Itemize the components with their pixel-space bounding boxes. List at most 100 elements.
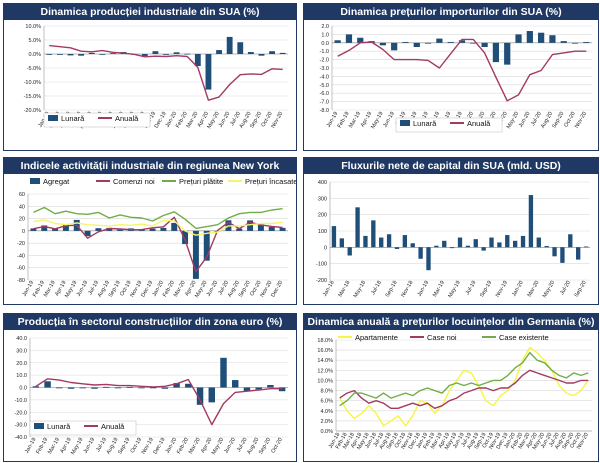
chart-title: Dinamica producției industriale din SUA … — [4, 4, 296, 20]
bar — [279, 52, 286, 54]
bar — [226, 36, 233, 54]
legend-label: Case existente — [499, 333, 549, 342]
y-tick-label: 200 — [318, 213, 327, 219]
bar — [549, 35, 556, 43]
bar — [41, 225, 48, 231]
bar — [52, 228, 59, 231]
chart-panel-us-import-prices: Dinamica prețurilor importurilor din SUA… — [303, 3, 599, 151]
bar — [30, 228, 37, 231]
bar — [526, 31, 533, 43]
bar — [149, 228, 156, 231]
bar — [583, 246, 589, 248]
y-tick-label: -5.0 — [320, 83, 329, 89]
series-line — [337, 38, 587, 102]
bar — [436, 38, 443, 43]
bar — [78, 54, 85, 56]
bar — [205, 54, 212, 90]
x-tick-label: Sep-18 — [385, 280, 399, 298]
y-tick-label: 0 — [22, 229, 25, 235]
chart-panel-ny-empire-state-index: Indicele activității industriale din reg… — [3, 157, 297, 305]
x-tick-label: Mar-19 — [432, 280, 446, 298]
x-tick-label: Jun-19 — [382, 111, 396, 129]
y-tick-label: 0.0 — [321, 41, 329, 47]
plot-area: 6040200-20-40-60-80Jan-19Feb-19Mar-19Apr… — [17, 177, 297, 299]
y-tick-label: 8.0% — [320, 389, 333, 395]
bar — [497, 242, 502, 248]
chart-title: Dinamica anuală a prețurilor locuințelor… — [304, 314, 598, 330]
series-line — [35, 378, 283, 426]
x-tick-label: Jan-20 — [511, 280, 525, 298]
y-tick-label: -40.0 — [14, 435, 27, 441]
bar — [32, 386, 40, 388]
bar — [56, 54, 63, 55]
y-tick-label: 12.0% — [317, 368, 333, 374]
legend-label: Anuală — [101, 422, 125, 431]
y-tick-label: -30.0 — [14, 423, 27, 429]
legend-swatch — [30, 178, 40, 184]
legend-label: Anuală — [467, 119, 491, 128]
legend-swatch — [400, 120, 410, 126]
bar — [528, 195, 534, 248]
bar — [402, 235, 408, 248]
series-line — [33, 216, 283, 273]
legend-label: Anuală — [115, 114, 139, 123]
legend-label: Apartamente — [355, 333, 398, 342]
bar — [458, 40, 466, 43]
bar — [258, 54, 265, 56]
y-tick-label: 300 — [318, 196, 327, 202]
x-tick-label: Sep-20 — [258, 437, 272, 455]
x-tick-label: Jan-19 — [417, 280, 431, 298]
bar — [278, 387, 286, 392]
bar — [576, 247, 581, 260]
chart-us-import-prices: 2.0 1.0 0.0 -1.0 -2.0 -3.0 -4.0 -5.0 -6.0 -7.0 -8.… — [320, 24, 592, 133]
y-tick-label: 0.0% — [320, 429, 333, 435]
legend-label: Agregat — [43, 177, 70, 186]
x-tick-label: Mar-20 — [527, 280, 541, 298]
plot-area: 10.0%5.0%0.0%-5.0%-10.0%-15.0%-20.0%Jan-… — [24, 24, 288, 130]
bar — [196, 387, 204, 405]
series-line — [339, 346, 589, 427]
bar — [184, 53, 191, 55]
y-tick-label: 4.0% — [320, 409, 333, 415]
y-tick-label: -10.0% — [24, 80, 42, 86]
bar — [173, 52, 180, 54]
y-tick-label: -15.0% — [24, 94, 42, 100]
bar — [538, 32, 545, 43]
x-tick-label: Mar-20 — [188, 437, 202, 455]
bar — [394, 247, 400, 249]
bar — [269, 51, 276, 54]
bar — [243, 387, 251, 392]
bar — [114, 387, 122, 389]
bar — [163, 54, 169, 55]
x-tick-label: Nov-18 — [400, 280, 414, 298]
bar — [583, 41, 590, 43]
x-tick-label: Jun-19 — [83, 437, 97, 455]
y-tick-label: -6.0 — [320, 91, 329, 97]
x-tick-label: Sep-19 — [479, 280, 493, 298]
bar — [512, 240, 518, 248]
bar — [536, 237, 541, 248]
bar — [363, 235, 368, 248]
y-tick-label: -5.0% — [27, 66, 41, 72]
bar — [171, 222, 178, 231]
bar — [345, 34, 353, 43]
bar — [185, 383, 192, 388]
y-tick-label: 40 — [19, 204, 25, 210]
bar — [473, 239, 478, 248]
legend-label: Case noi — [427, 333, 457, 342]
legend-swatch — [34, 423, 44, 429]
bar — [568, 234, 573, 248]
bar — [505, 235, 510, 248]
y-tick-label: 20 — [19, 217, 25, 223]
bar — [216, 50, 222, 54]
y-tick-label: -3.0 — [320, 66, 329, 72]
chart-title: Dinamica prețurilor importurilor din SUA… — [304, 4, 598, 20]
bar — [442, 240, 447, 248]
bar — [232, 380, 239, 388]
bar — [402, 41, 409, 43]
bar — [62, 224, 69, 231]
y-tick-label: -10.0 — [14, 398, 27, 404]
legend-label: Prețuri încasate — [245, 177, 297, 186]
y-tick-label: 0.0 — [19, 386, 27, 392]
y-tick-label: -20.0% — [24, 108, 42, 114]
